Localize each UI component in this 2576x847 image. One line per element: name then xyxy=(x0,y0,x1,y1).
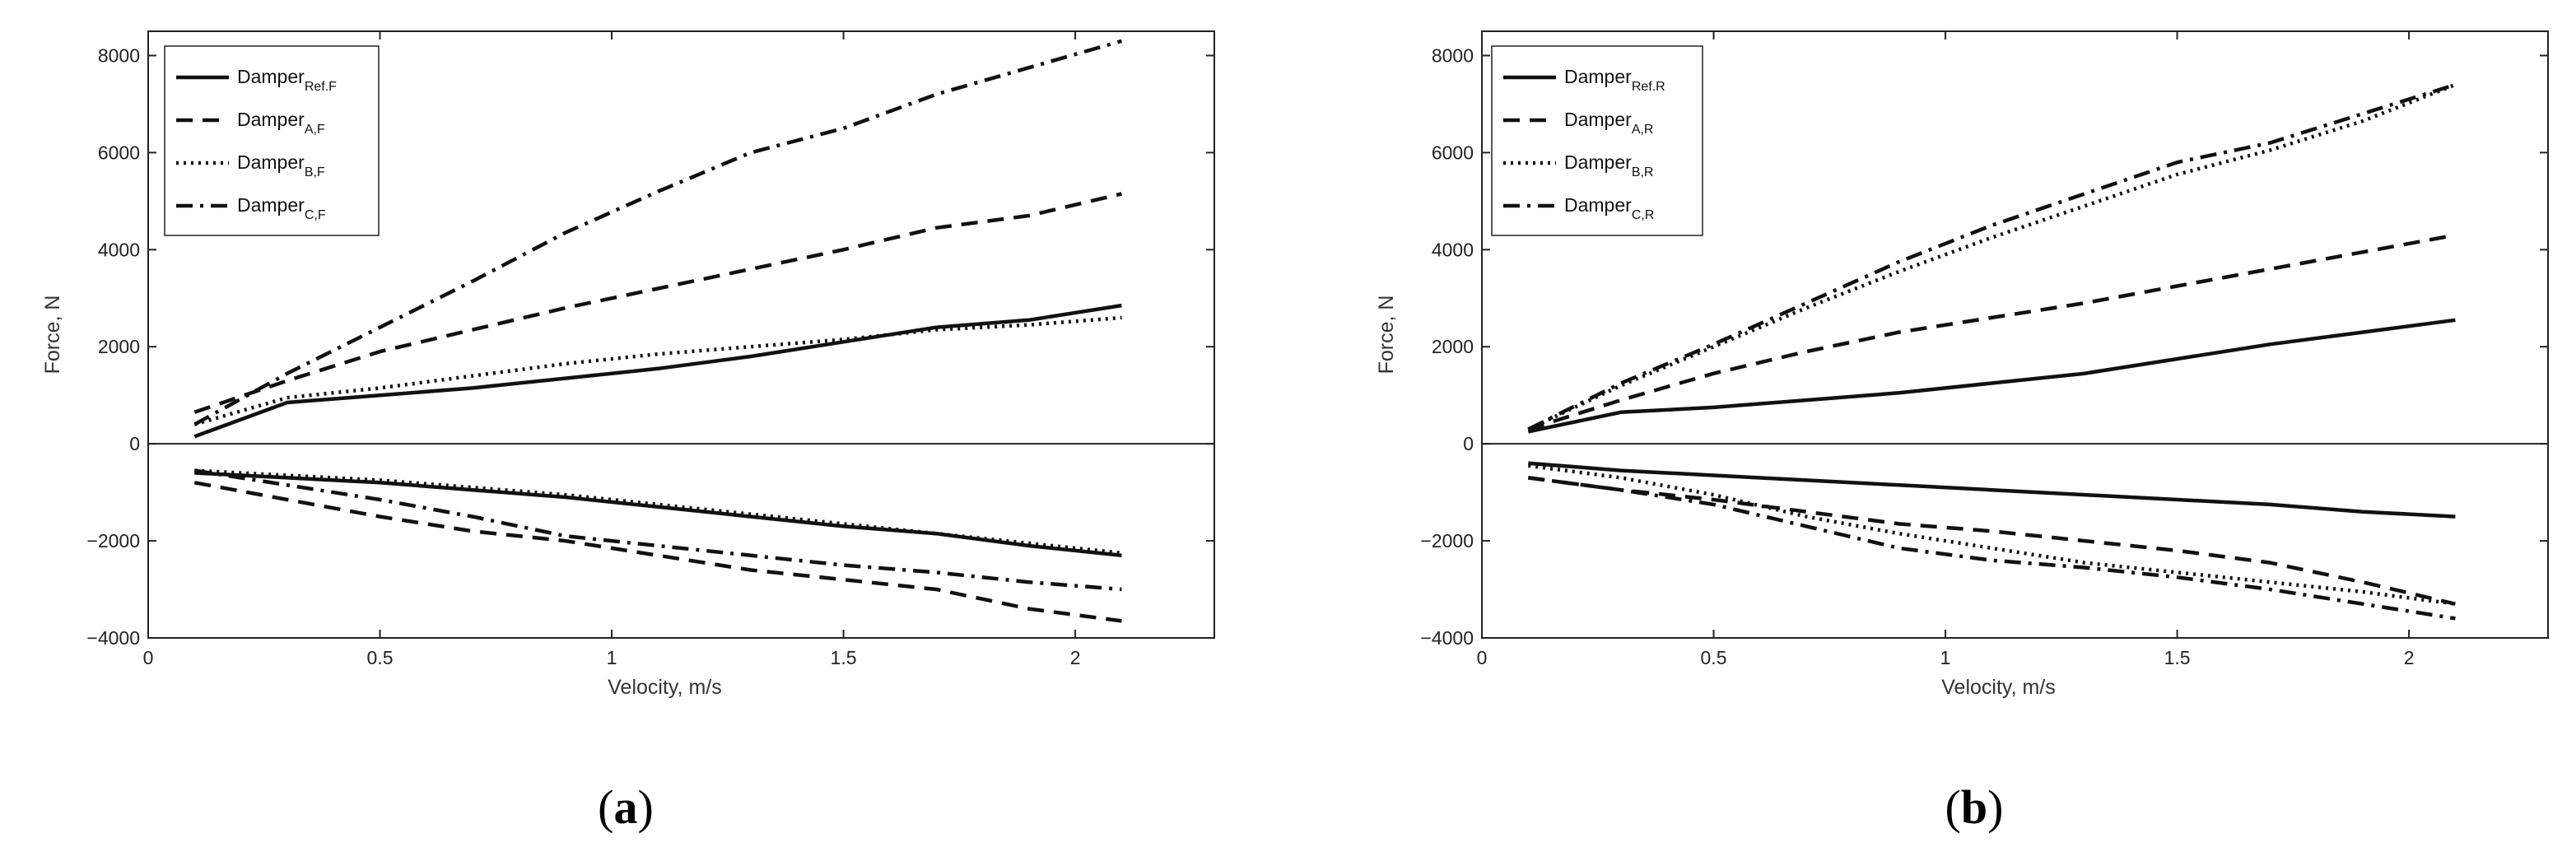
legend-entry-subscript: A,R xyxy=(1632,123,1654,137)
x-tick-label: 2 xyxy=(2404,647,2415,668)
legend-entry-name: Damper xyxy=(237,66,305,87)
x-tick-label: 1.5 xyxy=(831,647,857,668)
series-line-ar-upper xyxy=(1527,233,2456,431)
legend-entry-name: Damper xyxy=(1564,66,1632,87)
y-tick-label: 4000 xyxy=(98,239,140,260)
legend-entry-subscript: C,R xyxy=(1632,208,1655,222)
x-tick-label: 0.5 xyxy=(367,647,394,668)
legend-entry: DamperRef.R xyxy=(1564,66,1665,94)
legend-entry-subscript: Ref.R xyxy=(1632,80,1665,94)
legend-entry-name: Damper xyxy=(1564,194,1632,216)
y-axis-label: Force, N xyxy=(41,296,64,375)
y-tick-label: −4000 xyxy=(86,627,140,649)
legend-entry-name: Damper xyxy=(1564,151,1632,173)
y-tick-label: 2000 xyxy=(98,336,140,357)
x-tick-label: 1 xyxy=(607,647,617,668)
panel-caption-letter: b xyxy=(1961,780,1987,834)
x-tick-label: 0.5 xyxy=(1701,647,1727,668)
x-tick-label: 1 xyxy=(1940,647,1951,668)
series-line-cf-upper xyxy=(193,39,1123,426)
y-tick-label: 0 xyxy=(129,433,140,454)
y-tick-label: 6000 xyxy=(98,142,140,163)
y-tick-label: 4000 xyxy=(1432,239,1474,260)
x-tick-label: 2 xyxy=(1070,647,1081,668)
y-tick-label: 8000 xyxy=(98,44,140,66)
series-line-ar-lower xyxy=(1528,476,2456,606)
series-line-cf-lower xyxy=(193,468,1122,592)
panel-caption-letter: a xyxy=(614,780,638,834)
x-axis-label: Velocity, m/s xyxy=(608,676,721,699)
x-tick-label: 0 xyxy=(1477,647,1488,668)
legend-entry-subscript: B,R xyxy=(1632,165,1654,179)
y-tick-label: −4000 xyxy=(1420,627,1474,649)
legend-entry: DamperA,R xyxy=(1564,109,1653,137)
series-line-br-lower xyxy=(1528,463,2456,606)
y-tick-label: 8000 xyxy=(1432,44,1474,66)
legend-entry-subscript: B,F xyxy=(305,165,325,179)
legend-entry: DamperB,R xyxy=(1564,151,1653,179)
y-tick-label: −2000 xyxy=(86,530,140,551)
series-line-refr-lower xyxy=(1528,461,2456,519)
legend-entry-name: Damper xyxy=(237,109,305,130)
legend-entry: DamperRef.F xyxy=(237,66,337,94)
legend-entry: DamperC,R xyxy=(1564,194,1654,222)
legend-entry: DamperB,F xyxy=(237,151,325,179)
series-line-reff-lower xyxy=(194,471,1122,558)
chart-panel-a: 0 0.5 1 1.5 2 −4000 −2000 0 2000 4000 6000 8000 Velo… xyxy=(41,30,1215,834)
series-line-cr-lower xyxy=(1528,476,2456,621)
chart-panel-b: 0 0.5 1 1.5 2 −4000 −2000 0 2000 4000 6000 8000 Velo… xyxy=(1375,30,2549,834)
legend-entry-name: Damper xyxy=(237,151,305,173)
plot-frame xyxy=(147,30,1215,639)
legend-entry: DamperA,F xyxy=(237,109,325,137)
y-tick-label: 6000 xyxy=(1432,142,1474,163)
y-tick-label: −2000 xyxy=(1420,530,1474,551)
series-line-bf-upper xyxy=(193,315,1122,426)
x-tick-label: 0 xyxy=(143,647,154,668)
series-line-af-upper xyxy=(193,192,1122,414)
y-tick-label: 0 xyxy=(1463,433,1474,454)
y-tick-label: 2000 xyxy=(1432,336,1474,357)
legend-entry-subscript: C,F xyxy=(305,208,326,222)
legend-entry-name: Damper xyxy=(237,194,305,216)
legend-entry: DamperC,F xyxy=(237,194,326,222)
legend-entry-subscript: A,F xyxy=(305,123,325,137)
series-line-reff-upper xyxy=(193,303,1122,439)
legend-entry-name: Damper xyxy=(1564,109,1632,130)
x-axis-label: Velocity, m/s xyxy=(1941,676,2055,699)
legend-entry-subscript: Ref.F xyxy=(305,80,337,94)
x-tick-label: 1.5 xyxy=(2164,647,2191,668)
series-line-af-lower xyxy=(193,481,1122,623)
panel-caption: (b) xyxy=(1945,780,2004,834)
series-line-refr-upper xyxy=(1527,318,2456,434)
panel-caption: (a) xyxy=(598,780,654,834)
y-axis-label: Force, N xyxy=(1375,296,1398,375)
plot-frame xyxy=(1481,30,2549,639)
